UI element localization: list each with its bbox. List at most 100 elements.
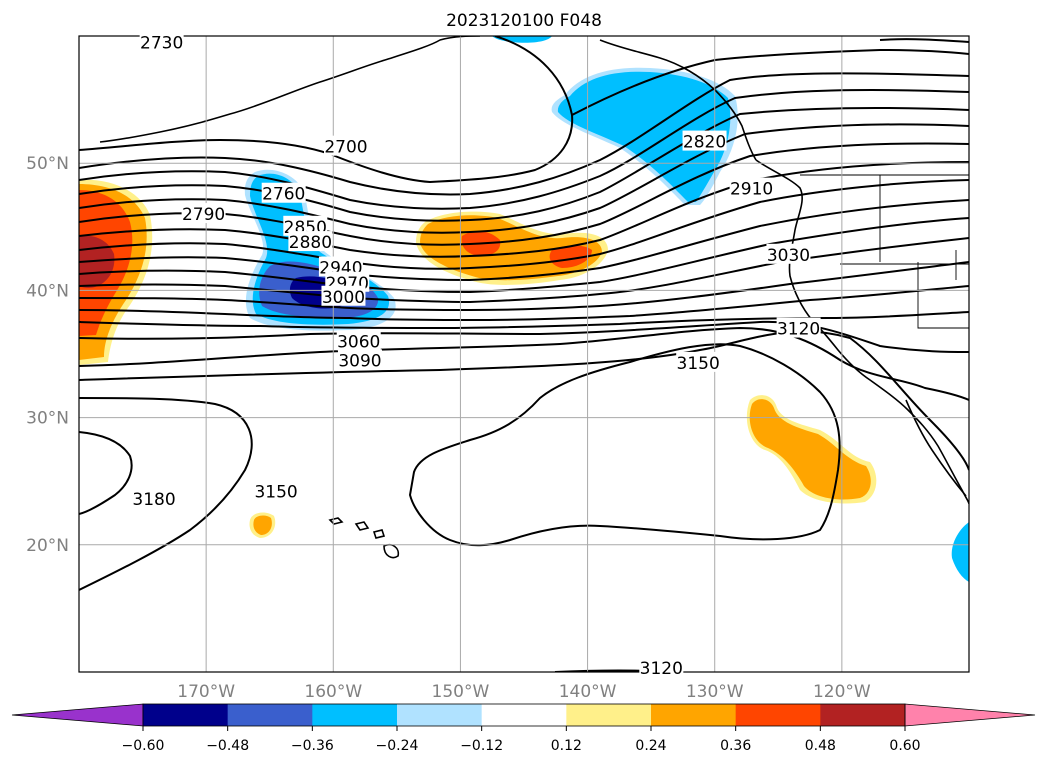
coastline-baja [905,399,967,497]
colorbar: −0.60 −0.48 −0.36 −0.24 −0.12 0.12 0.24 0.36 0.4… [11,703,1036,754]
colorbar-frame [142,703,906,727]
lon-tick-label: 160°W [304,682,362,702]
contour-label: 3120 [640,659,683,679]
state-borders [840,175,969,329]
contour-label-bg [766,243,811,264]
colorbar-tick-label: 0.12 [551,738,582,754]
chart-title: 2023120100 F048 [446,11,602,31]
map-area [79,36,969,672]
colorbar-tick-label: 0.24 [635,738,666,754]
colorbar-segment [820,704,906,726]
contour-3150-west [79,397,253,591]
contour-label-bg [254,480,299,501]
contour-label: 3000 [322,288,365,308]
contour-label-bg [729,177,774,198]
anomaly-positive-southeast [749,399,871,500]
contour [79,161,969,258]
contour-label: 2730 [140,33,183,53]
lon-tick-label: 170°W [177,682,235,702]
contour-label-bg [676,351,721,372]
colorbar-tick-label: −0.60 [122,738,165,754]
map-gridlines [79,36,969,672]
colorbar-extend-high [904,703,1036,727]
contour-3180-west [79,431,133,515]
lat-tick-label: 20°N [26,536,69,556]
contour-3060 [79,320,969,353]
contour-label-bg [181,203,226,224]
contour-label-bg [337,349,382,370]
contour-label: 3180 [132,490,175,510]
colorbar-segment [312,704,398,726]
contour-label-bg [283,215,328,236]
contour-3150-closed [408,343,841,547]
coastline-alaska [99,36,481,143]
anomaly-positive-small [253,515,272,535]
colorbar-segment [651,704,737,726]
contour [79,311,969,330]
contour-label-bg [318,256,363,277]
lat-tick-label: 40°N [26,281,69,301]
colorbar-tick-label: 0.48 [805,738,836,754]
contour-label-bg [682,130,727,151]
lon-tick-label: 130°W [686,682,744,702]
contour-label: 2910 [730,180,773,200]
contour-label-bg [132,488,177,509]
contour-label: 2700 [324,138,367,158]
contour-label: 3090 [338,351,381,371]
contour-label: 2790 [182,205,225,225]
coastline-north-america [755,159,969,505]
contour [79,199,969,282]
colorbar-segment [735,704,821,726]
colorbar-tick-label: −0.12 [460,738,503,754]
colorbar-tick-label: −0.36 [291,738,334,754]
contour-label: 3060 [337,332,380,352]
contour-label: 2880 [289,233,332,253]
contour [79,123,969,234]
contour-3090 [79,326,969,401]
colorbar-segment [227,704,313,726]
colorbar-segment [397,704,483,726]
contour-3120 [79,330,969,471]
contour-label: 3150 [677,354,720,374]
colorbar-segment [143,704,229,726]
contour-label-bg [139,31,184,52]
contour-label: 3030 [767,246,810,266]
contour-label: 3120 [777,320,820,340]
contour [79,179,969,270]
shaded-anomalies [79,36,969,582]
contour-label-bg [288,231,333,252]
lat-tick-label: 30°N [26,409,69,429]
colorbar-segment [566,704,652,726]
contour-label: 2760 [262,185,305,205]
colorbar-tick-label: −0.24 [376,738,419,754]
contour [79,217,969,294]
contour-label-bg [336,330,381,351]
anomaly-positive-central [549,245,592,268]
contour [79,89,969,210]
contour [79,285,969,322]
island-hawaii [328,517,400,559]
lon-tick-label: 120°W [813,682,871,702]
latitude-labels: 50°N 40°N 30°N 20°N [26,154,69,556]
colorbar-extend-low [11,703,144,727]
contour-2700-branch [571,48,969,116]
contour-label: 3150 [254,482,297,502]
colorbar-tick-label: 0.36 [720,738,751,754]
lat-tick-label: 50°N [26,154,69,174]
colorbar-tick-label: 0.60 [889,738,920,754]
contour-label-bg [776,317,821,338]
contour-label-bg [261,182,306,203]
contour [79,72,969,196]
contour-label-bg [639,657,684,678]
contour [79,261,969,312]
colorbar-tick-label: −0.48 [206,738,249,754]
anomaly-negative-east-edge [951,522,969,582]
lon-tick-label: 140°W [559,682,617,702]
contour-label: 2820 [683,133,726,153]
contour [79,106,969,222]
longitude-labels: 170°W 160°W 150°W 140°W 130°W 120°W [177,682,871,702]
colorbar-segment [481,704,567,726]
height-contours [79,36,969,672]
